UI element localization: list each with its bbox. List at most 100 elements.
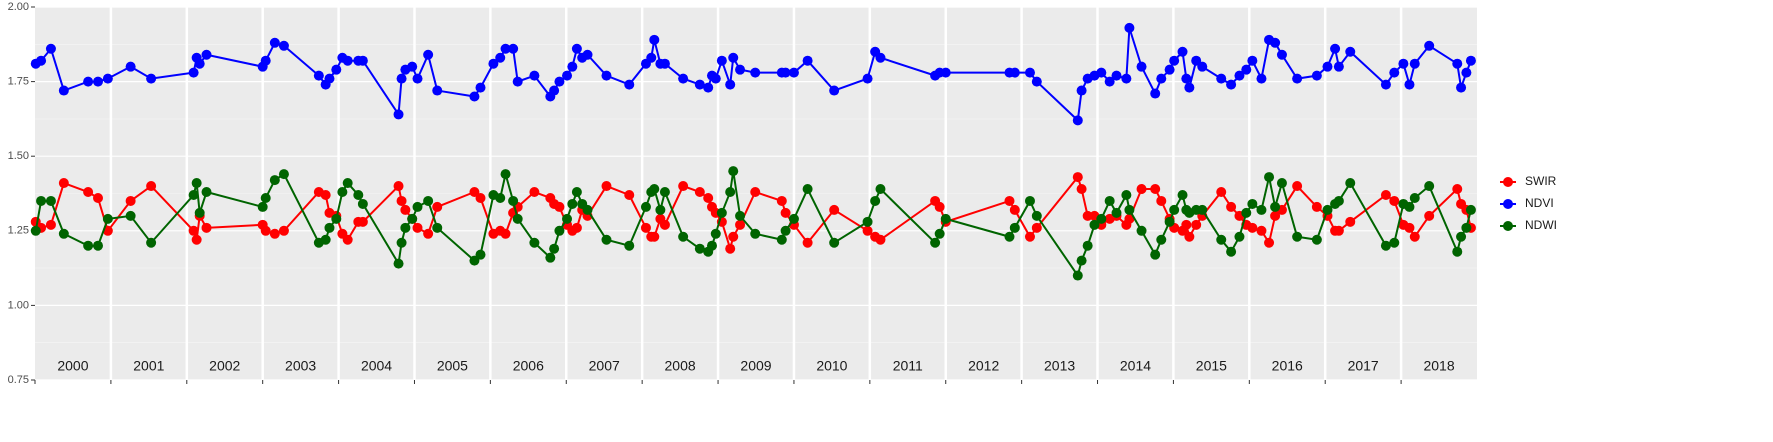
x-tick-label: 2014 — [1120, 358, 1151, 374]
point — [562, 70, 573, 81]
point — [1226, 201, 1237, 212]
point — [554, 225, 565, 236]
point — [1345, 178, 1356, 189]
point — [788, 67, 799, 78]
point — [1330, 43, 1341, 54]
point — [260, 225, 271, 236]
point — [500, 43, 511, 54]
point — [725, 79, 736, 90]
point — [1136, 184, 1147, 195]
point — [716, 55, 727, 66]
point — [549, 85, 560, 96]
point — [1404, 222, 1415, 233]
y-tick-label: 1.25 — [8, 225, 29, 237]
point — [1380, 79, 1391, 90]
point — [1456, 231, 1467, 242]
point — [1184, 82, 1195, 93]
point — [201, 49, 212, 60]
point — [1424, 210, 1435, 221]
point — [1136, 61, 1147, 72]
point — [1169, 55, 1180, 66]
point — [659, 219, 670, 230]
point — [1024, 67, 1035, 78]
x-tick-label: 2010 — [816, 358, 847, 374]
x-tick-label: 2016 — [1272, 358, 1303, 374]
point — [750, 228, 761, 239]
point — [1333, 195, 1344, 206]
point — [1164, 216, 1175, 227]
point — [571, 187, 582, 198]
point — [802, 184, 813, 195]
point — [567, 198, 578, 209]
point — [1156, 195, 1167, 206]
series-line — [34, 170, 1472, 278]
point — [201, 222, 212, 233]
point — [1333, 61, 1344, 72]
point — [102, 73, 113, 84]
point — [432, 222, 443, 233]
point — [357, 198, 368, 209]
point — [624, 79, 635, 90]
legend-key-point — [1503, 199, 1513, 209]
x-tick-label: 2009 — [740, 358, 771, 374]
x-tick-label: 2001 — [133, 358, 164, 374]
point — [1031, 222, 1042, 233]
point — [92, 240, 103, 251]
point — [529, 187, 540, 198]
point — [1136, 225, 1147, 236]
point — [706, 240, 717, 251]
point — [1311, 70, 1322, 81]
point — [324, 73, 335, 84]
point — [875, 52, 886, 63]
point — [1452, 246, 1463, 257]
point — [862, 216, 873, 227]
point — [725, 243, 736, 254]
point — [862, 73, 873, 84]
y-tick-label: 1.50 — [8, 150, 29, 162]
point — [659, 187, 670, 198]
point — [716, 207, 727, 218]
point — [1247, 222, 1258, 233]
point — [1121, 73, 1132, 84]
point — [710, 228, 721, 239]
point — [1389, 195, 1400, 206]
point — [1197, 61, 1208, 72]
point — [1076, 85, 1087, 96]
point — [269, 175, 280, 186]
point — [1191, 219, 1202, 230]
legend-label: SWIR — [1525, 174, 1557, 188]
point — [342, 55, 353, 66]
point — [1082, 240, 1093, 251]
point — [269, 228, 280, 239]
point — [1270, 210, 1281, 221]
point — [475, 249, 486, 260]
point — [1247, 198, 1258, 209]
point — [1082, 210, 1093, 221]
point — [412, 222, 423, 233]
point — [694, 243, 705, 254]
point — [320, 234, 331, 245]
point — [1121, 189, 1132, 200]
point — [640, 201, 651, 212]
point — [1216, 187, 1227, 198]
point — [475, 192, 486, 203]
point — [1072, 115, 1083, 126]
point — [423, 49, 434, 60]
point — [1264, 172, 1275, 183]
point — [1096, 213, 1107, 224]
point — [469, 91, 480, 102]
point — [92, 76, 103, 87]
point — [728, 166, 739, 177]
point — [571, 222, 582, 233]
point — [1461, 67, 1472, 78]
point — [554, 76, 565, 87]
point — [83, 187, 94, 198]
point — [1124, 204, 1135, 215]
point — [1461, 222, 1472, 233]
point — [278, 225, 289, 236]
point — [1389, 237, 1400, 248]
point — [278, 169, 289, 180]
point — [1024, 231, 1035, 242]
point — [930, 237, 941, 248]
point — [45, 43, 56, 54]
